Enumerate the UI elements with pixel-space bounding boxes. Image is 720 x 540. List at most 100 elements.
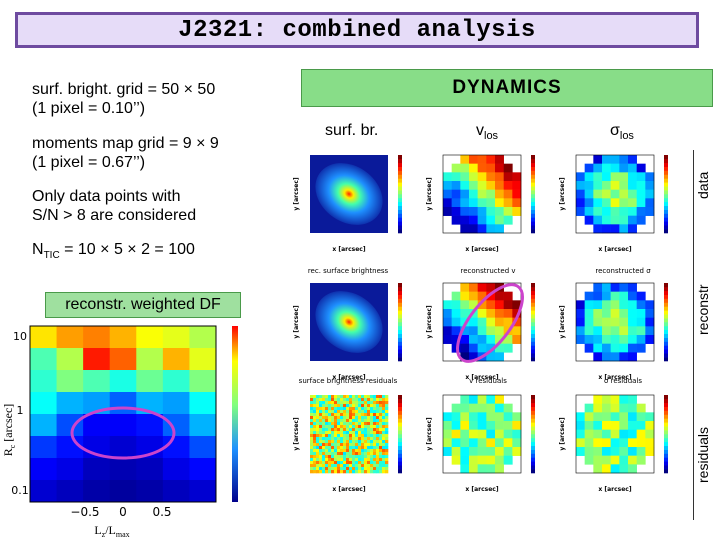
colorbar-segment xyxy=(398,162,402,167)
moment-map-cell xyxy=(576,421,585,430)
residual-pixel xyxy=(349,464,353,468)
residual-pixel xyxy=(337,434,341,438)
moment-map-cell xyxy=(443,309,452,318)
df-cell xyxy=(189,414,217,437)
residual-pixel xyxy=(373,395,377,399)
y-axis-label: y [arcsec] xyxy=(426,417,433,451)
residual-pixel xyxy=(319,413,323,417)
moment-map-cell xyxy=(469,395,478,404)
residual-pixel xyxy=(361,425,365,429)
residual-pixel xyxy=(355,398,359,402)
moment-map-cell xyxy=(576,447,585,456)
residual-pixel xyxy=(349,470,353,474)
residual-pixel xyxy=(343,446,347,450)
residual-pixel xyxy=(322,464,326,468)
residual-pixel xyxy=(337,413,341,417)
colorbar-segment xyxy=(398,461,402,466)
colorbar-segment xyxy=(398,333,402,338)
residual-pixel xyxy=(322,395,326,399)
residual-pixel xyxy=(361,449,365,453)
colorbar-segment xyxy=(664,298,668,303)
residual-pixel xyxy=(325,407,329,411)
df-cell xyxy=(83,414,111,437)
moment-map-cell xyxy=(593,464,603,474)
residual-pixel xyxy=(364,458,368,462)
residual-pixel xyxy=(385,425,389,429)
moment-map-cell xyxy=(636,207,646,216)
moment-map-cell xyxy=(443,429,452,439)
colorbar-segment xyxy=(531,402,535,407)
colorbar-segment xyxy=(664,217,668,222)
moment-map-cell xyxy=(460,438,470,448)
df-cell xyxy=(162,414,190,437)
residual-pixel xyxy=(319,461,323,465)
moments-line-2: (1 pixel = 0.67’’) xyxy=(32,154,146,171)
moment-map-cell xyxy=(451,207,461,216)
residual-pixel xyxy=(316,410,320,414)
moment-map-cell xyxy=(628,464,637,474)
residual-pixel xyxy=(364,452,368,456)
colorbar-segment xyxy=(531,186,535,191)
colorbar-segment xyxy=(664,430,668,435)
residual-pixel xyxy=(373,440,377,444)
residual-pixel xyxy=(349,425,353,429)
moment-map-cell xyxy=(512,181,522,190)
df-cell xyxy=(162,348,190,371)
residual-pixel xyxy=(319,431,323,435)
moment-map-cell xyxy=(576,335,585,344)
moment-map-cell xyxy=(443,438,452,448)
colorbar-segment xyxy=(398,322,402,327)
df-cell xyxy=(30,458,58,481)
moment-map-cell xyxy=(469,438,478,448)
residual-pixel xyxy=(334,407,338,411)
residual-pixel xyxy=(346,458,350,462)
colorbar-segment xyxy=(398,213,402,218)
colorbar-segment xyxy=(664,457,668,462)
residual-pixel xyxy=(352,419,356,423)
residual-pixel xyxy=(310,404,314,408)
caption-res-surface: surface brightness residuals xyxy=(299,377,398,385)
residual-pixel xyxy=(376,461,380,465)
x-axis-label: x [arcsec] xyxy=(598,374,631,381)
moment-map-cell xyxy=(477,464,487,474)
moment-map-cell xyxy=(495,464,504,474)
moment-map-cell xyxy=(451,309,461,318)
colorbar-segment xyxy=(398,426,402,431)
residual-pixel xyxy=(328,455,332,459)
residual-pixel xyxy=(322,452,326,456)
residual-pixel xyxy=(373,461,377,465)
moment-map-cell xyxy=(602,352,611,362)
moment-map-cell xyxy=(619,352,629,362)
residual-pixel xyxy=(373,467,377,471)
residual-pixel xyxy=(364,395,368,399)
residual-pixel xyxy=(349,461,353,465)
residual-pixel xyxy=(316,452,320,456)
residual-pixel xyxy=(364,455,368,459)
moment-map-cell xyxy=(584,335,594,344)
moment-map-cell xyxy=(636,189,646,199)
residual-pixel xyxy=(358,422,362,426)
residual-pixel xyxy=(346,428,350,432)
moment-map-cell xyxy=(584,172,594,182)
colorbar-segment xyxy=(664,182,668,187)
residual-pixel xyxy=(367,428,371,432)
residual-pixel xyxy=(370,395,374,399)
residual-pixel xyxy=(346,467,350,471)
moment-map-cell xyxy=(469,215,478,225)
df-cell xyxy=(162,480,190,503)
residual-pixel xyxy=(361,404,365,408)
moment-map-cell xyxy=(628,447,637,456)
residual-pixel xyxy=(340,464,344,468)
dynamics-panels: rec. surface brightness reconstructed v … xyxy=(293,154,668,493)
residual-pixel xyxy=(385,437,389,441)
moment-map-cell xyxy=(469,403,478,413)
residual-pixel xyxy=(352,422,356,426)
residual-pixel xyxy=(337,431,341,435)
moment-map-cell xyxy=(495,155,504,164)
moment-map-cell xyxy=(512,326,522,336)
residual-pixel xyxy=(385,395,389,399)
colorbar-segment xyxy=(531,178,535,183)
residual-pixel xyxy=(379,407,383,411)
residual-pixel xyxy=(346,404,350,408)
residual-pixel xyxy=(310,467,314,471)
